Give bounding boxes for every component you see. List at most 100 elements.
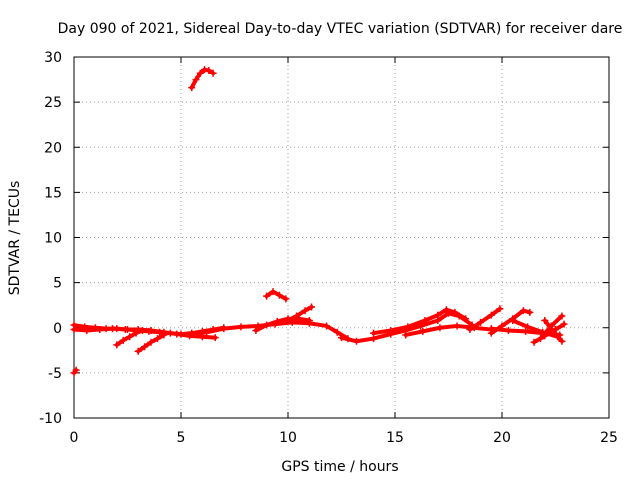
y-tick-label: 10: [44, 231, 62, 247]
data-point: [72, 366, 80, 374]
data-point: [188, 84, 196, 92]
data-point: [421, 317, 429, 325]
x-tick-label: 20: [493, 430, 511, 446]
data-point: [338, 334, 345, 342]
data-point: [402, 331, 410, 339]
data-point: [113, 341, 121, 349]
data-point: [477, 318, 485, 326]
data-point: [263, 292, 271, 300]
tick-labels: 0 5 10 15 20 25 -10 -5 0 5 10 15 20 25 30: [39, 50, 618, 446]
grid-lines: [74, 57, 609, 418]
series-line: [467, 306, 502, 332]
data-point: [275, 291, 283, 299]
data-point: [462, 315, 470, 323]
data-point: [487, 311, 495, 319]
data-series: [70, 66, 568, 377]
y-tick-label: 5: [53, 276, 62, 292]
data-point: [442, 306, 450, 314]
y-tick-label: -5: [48, 366, 62, 382]
data-point: [196, 69, 204, 77]
y-tick-label: 25: [44, 95, 62, 111]
x-tick-label: 5: [177, 430, 186, 446]
data-point: [209, 69, 217, 77]
data-point: [301, 307, 309, 315]
series-arc-10: [263, 288, 290, 303]
data-point: [237, 323, 245, 331]
data-point: [558, 337, 566, 345]
y-tick-label: 20: [44, 140, 62, 156]
series-line: [371, 307, 468, 336]
data-point: [323, 322, 331, 330]
y-tick-label: 15: [44, 185, 62, 201]
data-point: [147, 326, 155, 334]
data-point: [524, 323, 532, 331]
data-point: [121, 326, 129, 334]
data-point: [96, 326, 104, 334]
data-point: [282, 295, 290, 303]
data-point: [252, 326, 260, 334]
data-point: [530, 338, 538, 346]
y-tick-label: 0: [53, 321, 62, 337]
data-point: [419, 327, 427, 335]
data-point: [134, 347, 142, 355]
series-arc-5: [188, 66, 217, 92]
data-point: [192, 76, 200, 84]
series-arc-9: [284, 303, 316, 325]
series-line: [189, 67, 216, 90]
data-point: [70, 326, 78, 334]
data-point: [526, 308, 534, 316]
data-point: [109, 325, 117, 333]
x-tick-label: 25: [600, 430, 618, 446]
x-axis-label: GPS time / hours: [281, 459, 398, 475]
data-point: [522, 327, 530, 335]
series-arc-6: [70, 366, 80, 377]
data-point: [141, 343, 149, 351]
data-point: [153, 335, 161, 343]
data-point: [220, 325, 228, 333]
data-point: [263, 321, 271, 329]
data-point: [132, 329, 140, 337]
series-arc-20: [541, 317, 566, 345]
y-tick-label: -10: [39, 411, 62, 427]
data-point: [466, 326, 474, 334]
series-line: [264, 289, 288, 301]
chart-title: Day 090 of 2021, Sidereal Day-to-day VTE…: [58, 21, 623, 37]
series-arc-4: [134, 331, 168, 355]
data-point: [211, 334, 219, 342]
data-point: [273, 317, 281, 325]
data-point: [205, 67, 213, 75]
data-point: [519, 307, 527, 315]
x-tick-label: 0: [70, 430, 79, 446]
data-point: [126, 333, 134, 341]
x-tick-label: 10: [279, 430, 297, 446]
x-tick-label: 15: [386, 430, 404, 446]
data-point: [453, 322, 461, 330]
data-point: [560, 320, 568, 328]
data-point: [333, 328, 341, 336]
data-point: [188, 330, 196, 338]
series-arc-3: [113, 326, 146, 349]
data-point: [305, 317, 313, 325]
data-point: [549, 327, 557, 335]
data-point: [509, 317, 517, 325]
series-line: [286, 304, 314, 323]
data-point: [387, 326, 395, 334]
data-point: [293, 312, 301, 320]
data-point: [269, 288, 277, 296]
series-arc-11: [338, 309, 476, 345]
data-point: [558, 312, 566, 320]
axis-ticks: [73, 56, 610, 419]
data-point: [119, 336, 127, 344]
data-point: [370, 329, 378, 337]
data-point: [352, 337, 360, 345]
data-point: [487, 325, 495, 333]
data-point: [451, 308, 459, 316]
data-point: [404, 323, 412, 331]
data-point: [83, 326, 91, 334]
data-point: [147, 338, 155, 346]
data-point: [284, 317, 292, 325]
data-point: [434, 311, 442, 319]
data-point: [160, 331, 168, 339]
data-point: [496, 305, 504, 313]
data-point: [203, 328, 211, 336]
